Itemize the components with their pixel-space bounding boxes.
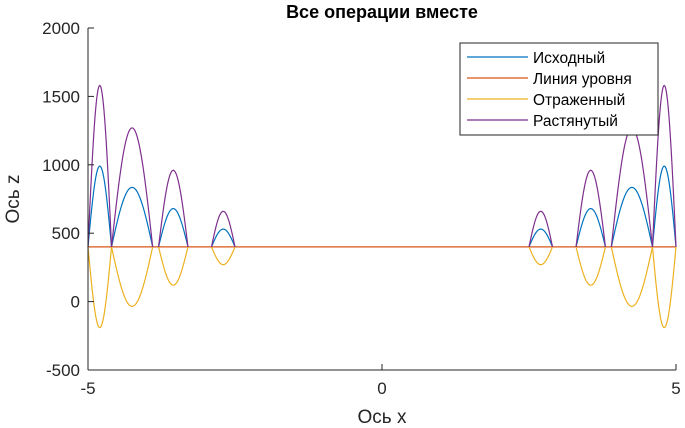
series-2-arch-2 (157, 246, 189, 286)
series-0-arch-3 (210, 228, 236, 248)
series-0-arch-2 (157, 207, 189, 248)
legend-label: Растянутый (533, 113, 618, 130)
y-axis-label: Ось z (3, 175, 24, 224)
series-0-arch-5 (575, 207, 607, 248)
y-tick-label: 0 (71, 293, 80, 312)
chart-title: Все операции вместе (286, 2, 478, 22)
series-0-arch-0 (87, 165, 113, 247)
x-axis-label: Ось x (358, 407, 407, 428)
series-0-arch-4 (528, 228, 554, 248)
series-0-arch-6 (610, 186, 654, 248)
series-3-arch-2 (157, 169, 189, 247)
y-tick-label: 2000 (42, 19, 80, 38)
series-2-arch-4 (528, 246, 554, 266)
legend-label: Исходный (533, 50, 605, 67)
y-tick-label: 1000 (42, 156, 80, 175)
plot-series-group (87, 84, 677, 329)
x-tick-label: 0 (377, 379, 386, 398)
series-0-arch-7 (651, 165, 677, 247)
axes-group: -5 0 5 -500 0 500 1000 1500 2000 (42, 19, 681, 398)
y-tick-label: 500 (52, 224, 80, 243)
y-tick-label: -500 (46, 361, 80, 380)
series-3-arch-4 (528, 210, 554, 248)
y-tick-label: 1500 (42, 87, 80, 106)
series-2-arch-0 (87, 246, 113, 329)
x-tick-label: 5 (671, 379, 680, 398)
series-2-arch-6 (610, 246, 654, 308)
series-2-arch-5 (575, 246, 607, 286)
series-2-arch-7 (651, 246, 677, 329)
legend: Исходный Линия уровня Отраженный Растянутый (459, 42, 659, 136)
x-tick-label: -5 (80, 379, 95, 398)
legend-label: Линия уровня (533, 71, 632, 88)
series-3-arch-7 (651, 84, 677, 247)
series-2-arch-1 (110, 246, 154, 308)
series-0-arch-1 (110, 186, 154, 248)
series-3-arch-1 (110, 127, 154, 247)
legend-label: Отраженный (533, 92, 625, 109)
series-3-arch-3 (210, 210, 236, 248)
series-3-arch-0 (87, 84, 113, 247)
series-3-arch-5 (575, 169, 607, 247)
series-2-arch-3 (210, 246, 236, 266)
